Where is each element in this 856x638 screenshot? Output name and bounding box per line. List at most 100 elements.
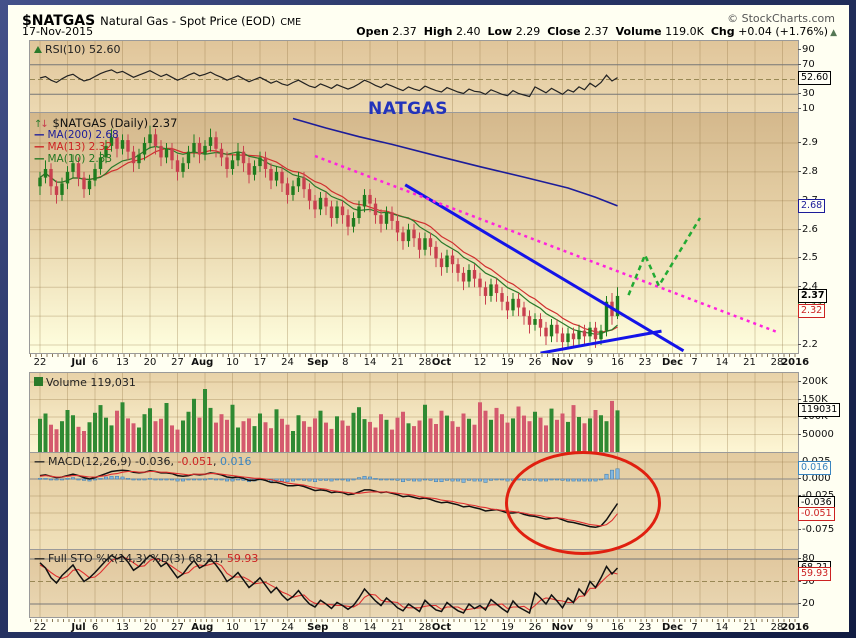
macd-histogram-bar [98,478,103,480]
volume-bar [164,403,169,452]
macd-histogram-bar [323,478,328,481]
volume-bar [362,419,367,452]
macd-histogram-bar [280,478,285,482]
quote-value: 2.40 [452,25,481,38]
macd-histogram-bar [345,478,350,482]
candle-body [236,151,240,161]
quote-value: +0.04 (+1.76%) [734,25,829,38]
candle-body [71,163,75,172]
axis-value-tag: 119031 [798,403,841,418]
candle-body [351,218,356,227]
sto-value-d: 59.93 [226,552,259,565]
candle-body [428,238,433,247]
candle-body [137,154,141,164]
x-axis-label: Oct [431,622,452,633]
volume-bar [148,408,152,452]
x-axis-label: 28 [770,357,784,368]
macd-histogram-bar [356,477,361,480]
volume-bar [291,431,295,452]
candle-body [379,215,383,224]
macd-histogram-bar [505,478,510,482]
volume-legend-text: Volume 119,031 [46,376,136,389]
macd-histogram-bar [389,478,394,481]
quote-label: Volume [615,25,662,38]
x-axis-label: 2016 [781,357,810,368]
macd-legend: — MACD(12,26,9) -0.036, -0.051, 0.016 [34,455,251,468]
macd-histogram-bar [400,478,405,483]
volume-bar [126,418,130,452]
macd-histogram-bar [307,478,312,482]
candle-body [43,168,48,178]
candle-body [544,327,548,337]
macd-histogram-bar [312,478,317,483]
ma-legend-text: MA(10) 2.33 [47,153,113,165]
candle-body [49,168,53,187]
x-axis-label: 21 [391,622,404,633]
stochastics-panel [29,549,799,618]
volume-bar [252,426,257,452]
volume-bar [588,418,592,452]
macd-histogram-bar [115,475,120,480]
x-axis-label: 8 [342,622,349,633]
x-axis-label: 22 [33,357,47,368]
macd-histogram-bar [483,478,488,483]
candle-body [65,171,70,184]
macd-histogram-bar [65,478,70,480]
x-axis-label: 7 [691,622,698,633]
x-axis-label: 26 [528,357,542,368]
candle-body [142,143,147,155]
volume-bar [192,398,196,452]
volume-bar [577,417,581,452]
volume-bar [604,421,609,452]
x-axis-label: 20 [143,357,157,368]
volume-bar [93,412,97,452]
macd-histogram-bar [296,478,301,481]
macd-histogram-bar [334,478,339,481]
x-axis-label: 22 [33,622,47,633]
x-axis-label: 19 [501,622,514,633]
candle-body [533,319,537,325]
candle-body [340,206,345,216]
macd-histogram-bar [54,478,59,481]
x-axis-label: 12 [473,357,487,368]
comma: , [219,552,224,565]
volume-bar [82,431,86,452]
volume-bar [423,404,427,452]
volume-bar [219,414,224,452]
volume-bar [346,425,350,452]
candle-body [423,238,427,250]
candle-body [153,134,158,146]
chart-card: $NATGAS Natural Gas - Spot Price (EOD) CME… [8,5,849,633]
candle-body [384,212,389,224]
series-line [39,554,619,615]
volume-bar [329,428,334,452]
macd-histogram-bar [208,478,213,480]
x-axis-label: 16 [611,622,624,633]
volume-bar [175,429,180,452]
y-axis-tick: 50000 [798,428,834,440]
volume-bar [65,410,70,452]
rsi-plot [30,41,798,113]
volume-bar [131,423,136,452]
candle-body [60,183,64,195]
rsi-legend: RSI(10) 52.60 [34,43,120,56]
candle-body [164,148,169,158]
candle-body [170,148,174,161]
candle-body [313,200,317,210]
volume-bar [384,419,389,452]
candle-body [104,145,108,158]
volume-bar [263,422,268,452]
volume-bar [434,424,438,452]
macd-histogram-bar [142,478,147,481]
series-line [404,183,685,353]
candle-body [516,298,521,308]
macd-histogram-bar [109,475,114,480]
volume-bar [401,411,405,452]
candle-body [401,232,405,242]
volume-bar [461,413,466,452]
candle-body [505,301,510,311]
candle-body [549,324,554,337]
y-axis-tick: 2.2 [798,338,818,350]
candle-body [577,330,581,340]
x-axis-label: Sep [307,622,329,633]
